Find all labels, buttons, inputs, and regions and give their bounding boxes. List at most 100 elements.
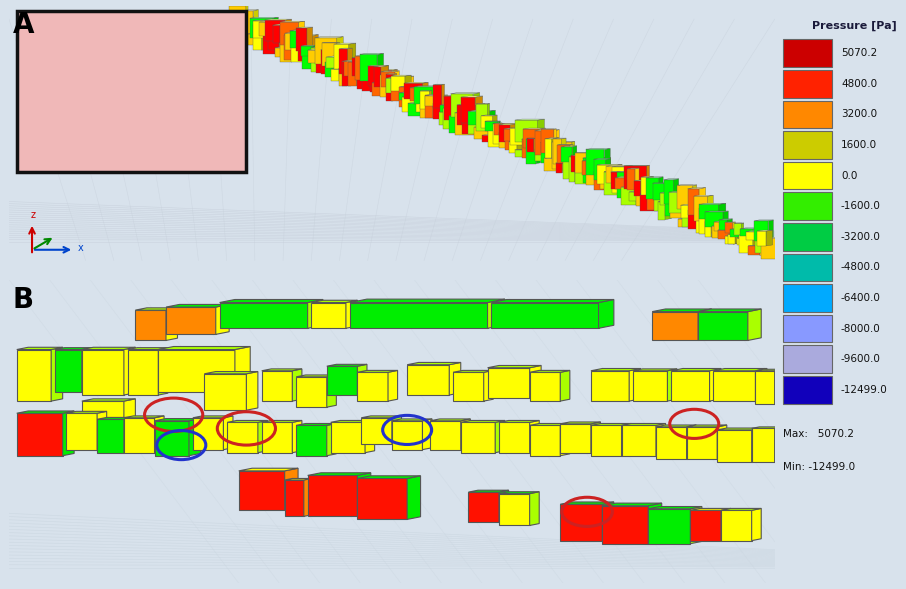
Polygon shape [395,71,400,87]
Polygon shape [159,348,168,395]
Polygon shape [640,194,657,211]
Polygon shape [284,480,304,517]
Polygon shape [268,33,275,45]
Polygon shape [504,128,527,129]
Polygon shape [61,31,76,38]
Polygon shape [155,419,200,421]
Polygon shape [660,193,671,204]
Polygon shape [622,423,666,425]
Polygon shape [736,234,737,244]
Polygon shape [304,30,310,48]
Polygon shape [747,309,761,340]
Polygon shape [421,102,428,116]
Polygon shape [699,204,718,219]
Polygon shape [523,129,539,148]
Polygon shape [294,47,301,58]
Polygon shape [275,48,294,58]
Polygon shape [347,68,350,86]
Polygon shape [630,177,636,190]
FancyBboxPatch shape [784,376,833,403]
Polygon shape [361,61,366,75]
Polygon shape [425,95,433,118]
Polygon shape [63,411,74,456]
Polygon shape [604,148,611,175]
Polygon shape [51,348,63,401]
Polygon shape [713,371,756,401]
Polygon shape [205,153,224,160]
Polygon shape [100,96,104,108]
Polygon shape [422,82,429,99]
Polygon shape [120,77,124,90]
Polygon shape [676,183,678,200]
Polygon shape [721,508,730,541]
Polygon shape [446,111,453,125]
Polygon shape [83,80,87,90]
Polygon shape [510,130,512,147]
Polygon shape [671,371,709,401]
Polygon shape [191,82,212,90]
Polygon shape [361,72,382,74]
Polygon shape [477,104,485,125]
Polygon shape [293,42,295,62]
Polygon shape [290,30,310,31]
Polygon shape [761,237,784,239]
Polygon shape [545,157,572,158]
Polygon shape [127,77,142,90]
Polygon shape [776,237,784,259]
Polygon shape [457,104,485,105]
Polygon shape [642,191,647,201]
Polygon shape [159,81,178,90]
Polygon shape [399,92,418,100]
Polygon shape [124,418,133,453]
Polygon shape [593,158,611,160]
Polygon shape [159,346,250,349]
Polygon shape [312,303,346,328]
Polygon shape [420,91,429,110]
Polygon shape [670,208,684,218]
Polygon shape [407,476,420,519]
Polygon shape [400,87,413,107]
Polygon shape [104,117,109,125]
Polygon shape [499,124,517,125]
Polygon shape [535,148,546,149]
Polygon shape [474,92,479,117]
Polygon shape [390,75,411,76]
Polygon shape [534,138,535,152]
Polygon shape [246,5,248,29]
Polygon shape [339,48,352,49]
Polygon shape [714,221,729,222]
Polygon shape [660,194,666,211]
Polygon shape [694,196,708,221]
Polygon shape [115,58,149,59]
Polygon shape [752,427,782,428]
Polygon shape [139,97,161,98]
Polygon shape [307,27,313,51]
Polygon shape [530,423,570,425]
Polygon shape [212,82,217,90]
Polygon shape [499,490,508,522]
Polygon shape [487,365,541,368]
Polygon shape [82,349,124,395]
Polygon shape [263,32,275,54]
Polygon shape [752,428,775,462]
Polygon shape [752,428,761,462]
FancyBboxPatch shape [784,223,833,251]
FancyBboxPatch shape [784,131,833,159]
Polygon shape [744,238,747,245]
Polygon shape [688,209,708,210]
Polygon shape [572,141,575,168]
Polygon shape [462,104,467,112]
Polygon shape [16,348,63,349]
Polygon shape [301,45,317,46]
Polygon shape [554,130,559,155]
Polygon shape [719,219,732,220]
Polygon shape [166,307,216,335]
Polygon shape [491,303,599,328]
Polygon shape [689,210,696,227]
FancyBboxPatch shape [784,345,833,373]
Polygon shape [560,504,602,541]
Polygon shape [392,421,422,449]
Polygon shape [404,82,429,83]
Polygon shape [461,121,488,122]
Polygon shape [626,166,632,183]
